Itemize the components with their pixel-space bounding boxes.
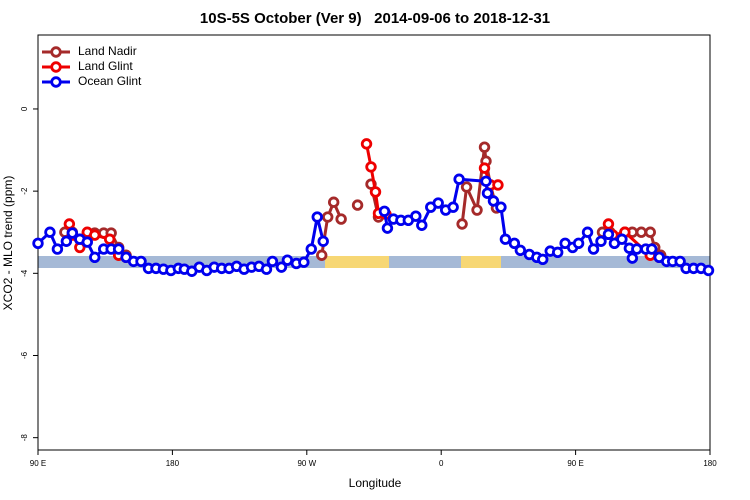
y-axis-title: XCO2 - MLO trend (ppm) bbox=[1, 176, 15, 311]
data-point bbox=[495, 201, 507, 213]
data-point bbox=[275, 261, 288, 273]
data-point bbox=[416, 219, 428, 231]
data-point bbox=[360, 138, 373, 150]
data-point bbox=[369, 186, 382, 198]
x-tick-label: 0 bbox=[439, 459, 444, 468]
data-point bbox=[317, 235, 329, 247]
data-point bbox=[480, 175, 492, 187]
data-point bbox=[32, 237, 44, 250]
data-point bbox=[626, 252, 639, 264]
data-point bbox=[51, 243, 64, 255]
series-line bbox=[64, 146, 662, 257]
y-tick-label: -6 bbox=[20, 351, 29, 359]
data-point bbox=[602, 228, 615, 240]
x-tick-label: 90 E bbox=[567, 459, 583, 468]
data-point bbox=[335, 213, 347, 225]
x-tick-label: 90 E bbox=[30, 459, 46, 468]
data-point bbox=[266, 255, 279, 268]
data-point bbox=[481, 187, 494, 199]
data-point bbox=[281, 254, 294, 266]
data-point bbox=[316, 249, 328, 261]
data-point bbox=[322, 211, 334, 223]
data-point bbox=[327, 196, 340, 208]
legend-marker bbox=[50, 46, 62, 58]
data-point bbox=[365, 161, 377, 173]
data-point bbox=[631, 243, 643, 255]
data-point bbox=[508, 237, 521, 250]
data-point bbox=[499, 233, 512, 245]
data-point bbox=[305, 243, 317, 255]
land-band bbox=[325, 256, 389, 268]
data-point bbox=[471, 204, 483, 216]
y-tick-label: 0 bbox=[20, 106, 29, 111]
legend-label: Land Nadir bbox=[78, 44, 137, 58]
data-point bbox=[260, 263, 273, 275]
data-point bbox=[81, 236, 93, 248]
data-point bbox=[447, 201, 459, 213]
plot-marks bbox=[32, 138, 715, 277]
data-point bbox=[410, 210, 422, 222]
data-point bbox=[551, 246, 564, 259]
data-point bbox=[537, 253, 549, 266]
data-point bbox=[60, 235, 73, 247]
data-point bbox=[44, 226, 56, 238]
data-point bbox=[311, 211, 323, 223]
data-point bbox=[595, 235, 607, 247]
data-point bbox=[478, 162, 491, 174]
data-point bbox=[112, 243, 125, 255]
data-point bbox=[587, 243, 600, 255]
data-point bbox=[602, 218, 615, 230]
data-point bbox=[351, 199, 364, 211]
y-tick-label: -8 bbox=[20, 434, 29, 442]
legend-marker bbox=[50, 61, 62, 73]
data-point bbox=[135, 255, 147, 268]
data-point bbox=[381, 222, 394, 234]
data-point bbox=[453, 173, 465, 185]
data-point bbox=[63, 218, 76, 230]
x-tick-label: 180 bbox=[166, 459, 180, 468]
data-point bbox=[702, 264, 715, 277]
legend-label: Ocean Glint bbox=[78, 74, 142, 88]
data-point bbox=[644, 226, 656, 238]
data-point bbox=[616, 233, 628, 245]
data-point bbox=[572, 237, 585, 250]
y-tick-label: -4 bbox=[20, 269, 29, 277]
x-axis-title: Longitude bbox=[349, 476, 402, 490]
data-point bbox=[89, 229, 101, 241]
x-tick-label: 180 bbox=[703, 459, 717, 468]
legend-marker bbox=[50, 76, 62, 88]
series-line bbox=[67, 143, 660, 259]
data-point bbox=[581, 226, 594, 238]
data-point bbox=[378, 205, 391, 217]
land-band bbox=[461, 256, 501, 268]
y-tick-label: -2 bbox=[20, 187, 29, 195]
data-point bbox=[103, 233, 116, 245]
data-point bbox=[460, 181, 473, 193]
data-point bbox=[514, 244, 527, 257]
data-point bbox=[646, 243, 658, 255]
data-point bbox=[674, 255, 686, 268]
data-point bbox=[478, 141, 491, 153]
data-point bbox=[66, 227, 79, 239]
data-point bbox=[492, 179, 504, 191]
data-point bbox=[298, 256, 310, 268]
data-point bbox=[432, 197, 444, 209]
legend-label: Land Glint bbox=[78, 59, 133, 73]
chart-title: 10S-5S October (Ver 9) 2014-09-06 to 201… bbox=[200, 10, 550, 27]
x-tick-label: 90 W bbox=[297, 459, 316, 468]
data-point bbox=[635, 226, 648, 238]
data-point bbox=[487, 195, 500, 207]
data-point bbox=[456, 218, 468, 230]
data-point bbox=[89, 251, 101, 263]
